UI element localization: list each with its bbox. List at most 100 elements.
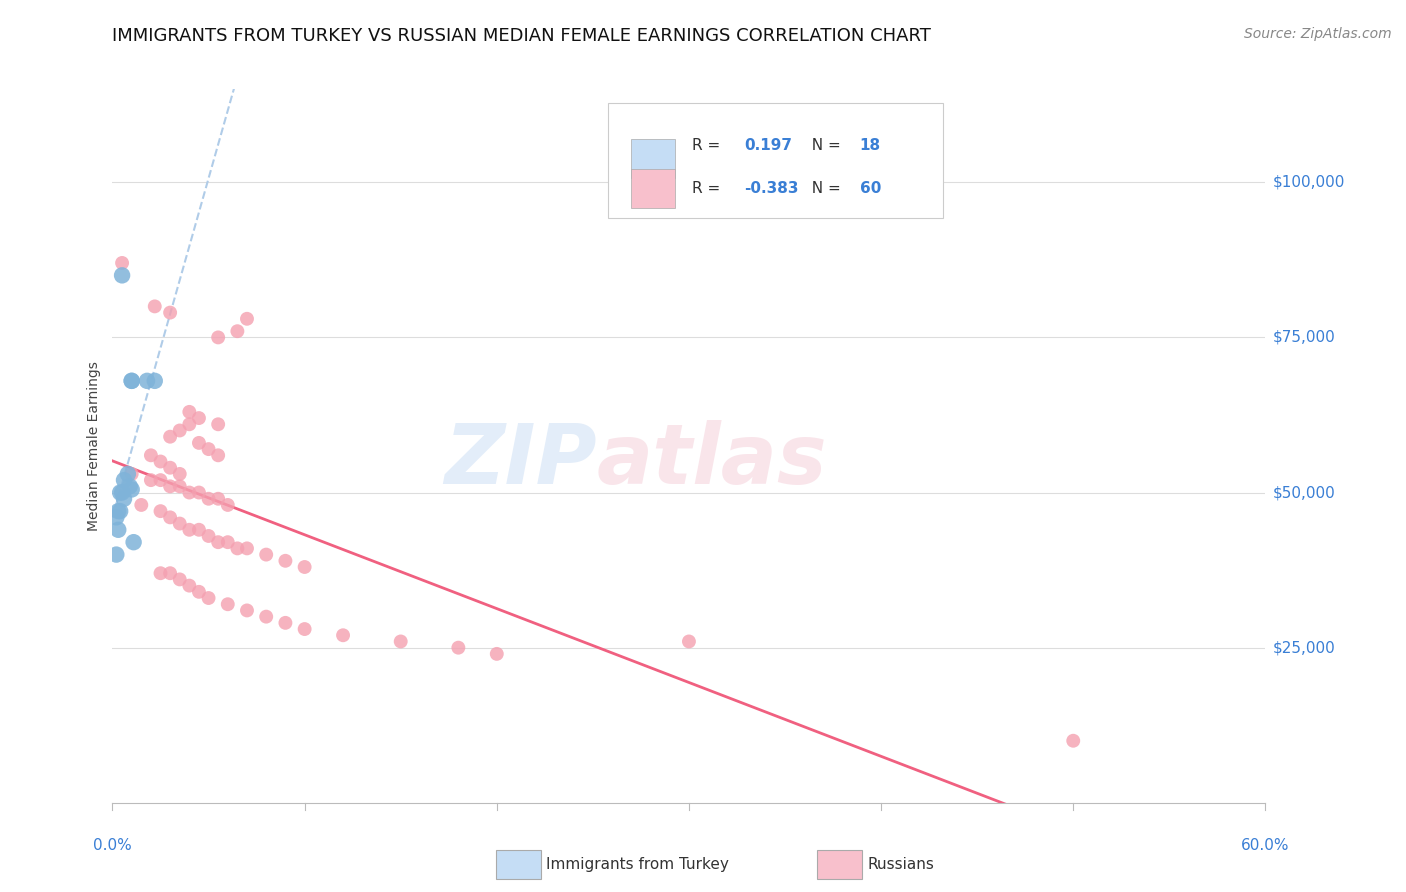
Point — [118, 479, 141, 493]
FancyBboxPatch shape — [609, 103, 942, 218]
Text: ZIP: ZIP — [444, 420, 596, 500]
Text: $100,000: $100,000 — [1272, 175, 1344, 190]
Point — [117, 467, 139, 481]
Point — [197, 591, 219, 605]
Point — [143, 299, 166, 313]
Point — [169, 516, 191, 531]
Text: Russians: Russians — [868, 857, 935, 871]
Point — [108, 504, 131, 518]
Text: R =: R = — [692, 181, 725, 196]
Point — [179, 485, 201, 500]
Point — [274, 554, 297, 568]
Point — [108, 485, 131, 500]
Point — [1062, 733, 1084, 747]
Text: IMMIGRANTS FROM TURKEY VS RUSSIAN MEDIAN FEMALE EARNINGS CORRELATION CHART: IMMIGRANTS FROM TURKEY VS RUSSIAN MEDIAN… — [112, 27, 931, 45]
Point — [169, 479, 191, 493]
Text: N =: N = — [801, 181, 845, 196]
Point — [179, 417, 201, 432]
Text: -0.383: -0.383 — [744, 181, 799, 196]
Point — [294, 622, 316, 636]
Point — [121, 467, 143, 481]
Point — [111, 256, 134, 270]
Point — [139, 473, 162, 487]
Point — [217, 535, 239, 549]
Text: 0.197: 0.197 — [744, 138, 792, 153]
Point — [187, 436, 211, 450]
Point — [112, 473, 135, 487]
Text: N =: N = — [801, 138, 845, 153]
Point — [129, 498, 153, 512]
Point — [254, 548, 277, 562]
Point — [149, 504, 172, 518]
Bar — [631, 169, 675, 208]
Point — [121, 483, 143, 497]
Point — [207, 417, 229, 432]
Point — [236, 311, 259, 326]
Point — [143, 374, 166, 388]
Point — [274, 615, 297, 630]
Point — [217, 498, 239, 512]
Point — [197, 442, 219, 456]
Point — [197, 491, 219, 506]
Point — [389, 634, 412, 648]
Point — [187, 485, 211, 500]
Point — [169, 573, 191, 587]
Point — [179, 523, 201, 537]
Point — [105, 548, 128, 562]
Point — [112, 491, 135, 506]
Y-axis label: Median Female Earnings: Median Female Earnings — [87, 361, 101, 531]
Point — [105, 510, 128, 524]
Point — [121, 374, 143, 388]
Bar — [631, 139, 675, 178]
Point — [197, 529, 219, 543]
Point — [207, 330, 229, 344]
Point — [485, 647, 508, 661]
Point — [678, 634, 700, 648]
Point — [179, 405, 201, 419]
Text: Immigrants from Turkey: Immigrants from Turkey — [546, 857, 728, 871]
Point — [447, 640, 470, 655]
Text: $25,000: $25,000 — [1272, 640, 1336, 655]
Text: $50,000: $50,000 — [1272, 485, 1336, 500]
Point — [207, 535, 229, 549]
Point — [122, 535, 145, 549]
Text: 60: 60 — [859, 181, 882, 196]
Point — [179, 579, 201, 593]
Point — [254, 609, 277, 624]
Point — [187, 411, 211, 425]
Point — [136, 374, 159, 388]
Point — [107, 523, 129, 537]
Text: atlas: atlas — [596, 420, 827, 500]
Point — [236, 603, 259, 617]
Text: $75,000: $75,000 — [1272, 330, 1336, 345]
Point — [139, 448, 162, 462]
Point — [111, 485, 134, 500]
Point — [226, 541, 249, 556]
Text: 18: 18 — [859, 138, 880, 153]
Point — [121, 374, 143, 388]
Point — [159, 479, 181, 493]
Point — [159, 510, 181, 524]
Point — [149, 473, 172, 487]
Point — [169, 467, 191, 481]
Text: Source: ZipAtlas.com: Source: ZipAtlas.com — [1244, 27, 1392, 41]
Point — [159, 305, 181, 319]
Point — [187, 584, 211, 599]
Text: 60.0%: 60.0% — [1241, 838, 1289, 854]
Point — [111, 268, 134, 283]
Point — [187, 523, 211, 537]
Point — [207, 448, 229, 462]
Text: 0.0%: 0.0% — [93, 838, 132, 854]
Point — [159, 460, 181, 475]
Point — [294, 560, 316, 574]
Point — [226, 324, 249, 338]
Text: R =: R = — [692, 138, 725, 153]
Point — [159, 430, 181, 444]
Point — [217, 597, 239, 611]
Point — [236, 541, 259, 556]
Point — [169, 424, 191, 438]
Point — [149, 454, 172, 468]
Point — [207, 491, 229, 506]
Point — [149, 566, 172, 581]
Point — [332, 628, 354, 642]
